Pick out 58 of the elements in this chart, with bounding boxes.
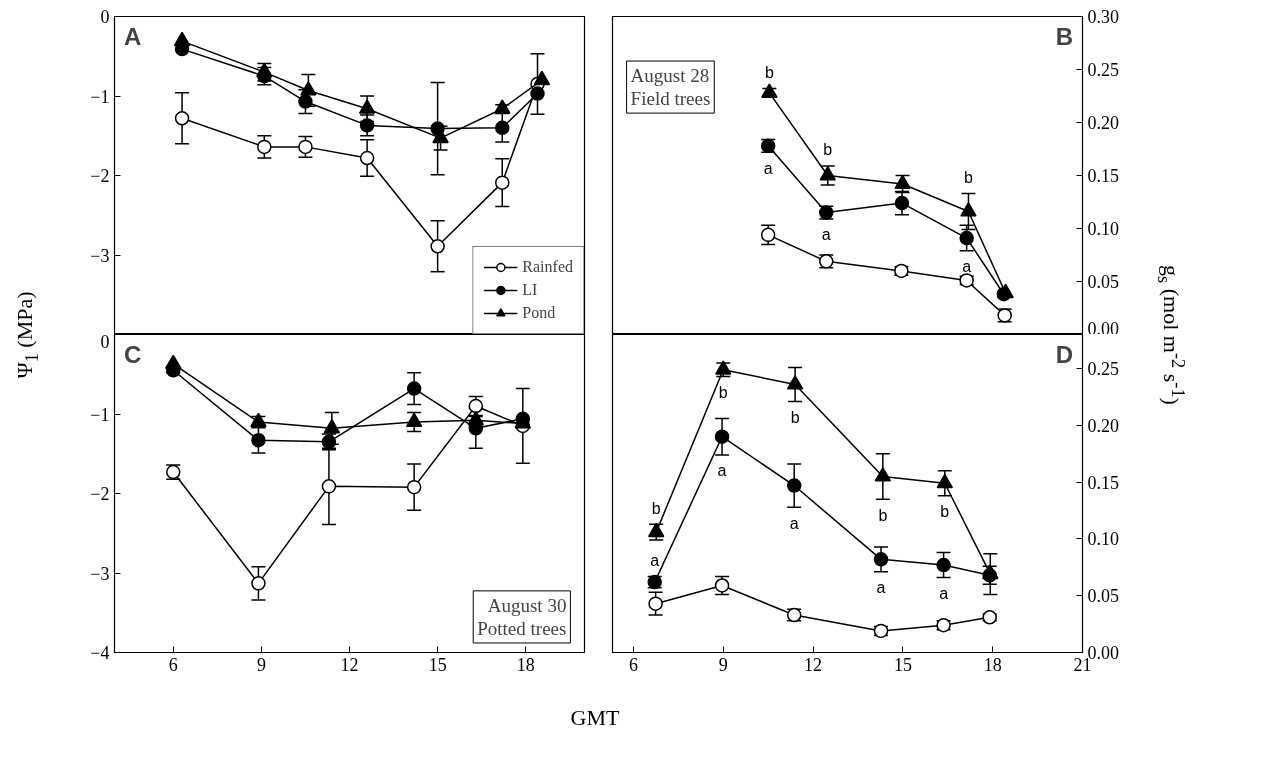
annotation: b — [823, 141, 833, 159]
y-tick-label: 0.05 — [1087, 586, 1119, 607]
annotation: August 28 Field trees — [630, 65, 711, 110]
y-tick-label: −2 — [90, 166, 110, 186]
x-tick-label: 9 — [256, 654, 266, 675]
y-tick-label: −4 — [90, 643, 110, 663]
chart-title: D — [1055, 340, 1074, 368]
annotation: b — [878, 506, 888, 524]
legend-label: Pond — [522, 304, 556, 322]
annotation: a — [939, 585, 949, 603]
y-tick-label: −3 — [90, 245, 110, 266]
x-tick-label: 9 — [718, 654, 728, 675]
annotation: b — [651, 499, 661, 517]
y-tick-label: 0.30 — [1087, 7, 1119, 27]
x-tick-label: 12 — [804, 654, 823, 675]
annotation: a — [717, 462, 727, 480]
legend-label: LI — [522, 281, 539, 299]
y-tick-label: 0.05 — [1087, 272, 1119, 292]
annotation: August 30 Potted trees — [477, 594, 567, 639]
x-tick-label: 15 — [428, 654, 447, 675]
annotation: a — [763, 159, 773, 177]
y-tick-label: 0.25 — [1087, 359, 1119, 380]
chart-title: B — [1055, 22, 1074, 50]
annotation: b — [718, 384, 728, 402]
y-tick-label: 0.25 — [1087, 60, 1119, 80]
annotation: a — [962, 258, 972, 276]
x-tick-label: 12 — [340, 654, 359, 675]
y-tick-label: 0.15 — [1087, 166, 1119, 186]
annotation: b — [764, 64, 774, 82]
annotation: b — [790, 409, 800, 427]
annotation: a — [821, 226, 831, 244]
y-tick-label: 0.10 — [1087, 219, 1119, 239]
y-tick-label: 0 — [100, 7, 110, 27]
x-tick-label: 6 — [168, 654, 178, 675]
x-axis-title: GMT — [569, 704, 621, 732]
y-tick-label: 0.20 — [1087, 415, 1119, 436]
y-tick-label: −2 — [90, 484, 110, 504]
y-tick-label: −3 — [90, 563, 110, 584]
legend-label: Rainfed — [522, 258, 573, 276]
x-tick-label: 18 — [983, 654, 1002, 675]
y-tick-label: 0.15 — [1087, 472, 1119, 493]
y-tick-label: −1 — [90, 86, 110, 107]
y-tick-label: 0.10 — [1087, 529, 1119, 550]
annotation: b — [963, 169, 973, 187]
x-tick-label: 6 — [628, 654, 638, 675]
annotation: b — [940, 503, 950, 521]
annotation: a — [789, 514, 799, 532]
y-tick-label: −1 — [90, 404, 110, 425]
x-tick-label: 18 — [516, 654, 535, 675]
x-tick-label: 15 — [893, 654, 912, 675]
y-tick-label: 0 — [100, 331, 110, 352]
annotation: a — [650, 551, 660, 569]
annotation: a — [876, 579, 886, 597]
y-tick-label: 0.00 — [1087, 318, 1119, 339]
chart-title: C — [123, 340, 142, 368]
y-tick-label: 0.00 — [1087, 643, 1119, 663]
y-tick-label: 0.20 — [1087, 113, 1119, 133]
chart-title: A — [123, 22, 142, 50]
